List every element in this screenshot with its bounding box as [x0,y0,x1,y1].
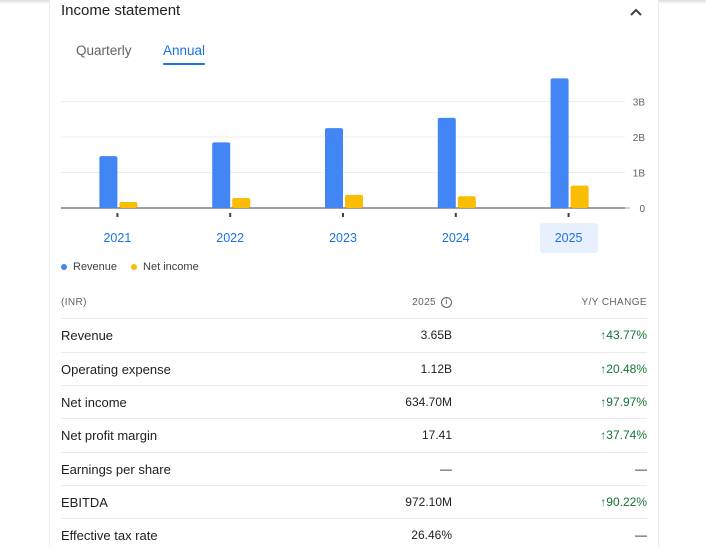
row-change-value: 37.74% [606,428,647,442]
x-label-2023[interactable]: 2023 [329,231,357,245]
row-label: Revenue [61,328,114,343]
row-change-value: — [635,462,647,476]
income-bar-chart: 0 1B 2B 3B [61,78,646,217]
bar-revenue [212,142,231,208]
row-change-value: 97.97% [606,395,647,409]
legend-item-revenue: Revenue [61,261,117,273]
row-change-value: 43.77% [606,328,647,342]
table-header-currency: (INR) [61,297,87,308]
row-change: ↑97.97% [600,395,647,409]
y-tick-label: 1B [633,169,646,180]
table-header-year: 2025 i [380,297,452,308]
legend-label-net-income: Net income [143,261,199,273]
collapse-button[interactable] [626,4,646,20]
x-label-2025[interactable]: 2025 [539,223,598,253]
table-row: Effective tax rate 26.46% — [61,518,647,547]
x-label-2024[interactable]: 2024 [441,231,470,245]
bar-net-income [570,185,589,208]
row-label: Effective tax rate [61,528,158,543]
table-header-year-label: 2025 [412,297,436,308]
row-change: ↑37.74% [600,428,647,442]
row-change: ↑20.48% [600,362,647,376]
arrow-up-icon: ↑ [600,362,607,376]
row-label: Operating expense [61,362,171,377]
arrow-up-icon: ↑ [600,428,607,442]
row-change-value: 20.48% [606,362,647,376]
net-income-dot-icon [131,264,138,270]
arrow-up-icon: ↑ [600,328,607,342]
section-title: Income statement [61,2,181,19]
bar-revenue [99,156,118,208]
row-change: ↑90.22% [600,495,647,509]
table-row: Net income 634.70M ↑97.97% [61,385,647,418]
row-change-value: — [635,528,647,542]
table-row: Revenue 3.65B ↑43.77% [61,318,647,351]
legend-label-revenue: Revenue [73,261,118,273]
bar-revenue [550,78,569,208]
row-value: 3.65B [420,328,452,342]
row-label: EBITDA [61,495,108,510]
revenue-dot-icon [61,264,67,270]
table-row: Earnings per share — — [61,452,647,485]
row-value: 17.41 [421,428,452,442]
y-tick-label: 2B [633,133,646,144]
y-tick-label: 3B [633,98,646,109]
row-label: Earnings per share [61,462,171,477]
bar-revenue [437,117,456,208]
row-value: — [440,462,452,476]
row-value: 634.70M [405,395,452,409]
bar-net-income [232,198,251,208]
arrow-up-icon: ↑ [600,395,607,409]
row-value: 1.12B [420,362,452,376]
row-change: — [635,528,647,542]
row-value: 972.10M [405,495,452,509]
table-row: Operating expense 1.12B ↑20.48% [61,352,647,385]
row-change: — [635,462,647,476]
table-row: EBITDA 972.10M ↑90.22% [61,485,647,518]
row-change-value: 90.22% [606,495,647,509]
x-label-2021[interactable]: 2021 [103,231,132,245]
tab-annual[interactable]: Annual [163,43,206,58]
active-tab-indicator [163,63,205,65]
bar-net-income [457,196,476,208]
table-header-change: Y/Y CHANGE [581,297,647,308]
x-label-2022[interactable]: 2022 [216,231,245,245]
row-change: ↑43.77% [600,328,647,342]
table-row: Net profit margin 17.41 ↑37.74% [61,418,647,451]
info-icon[interactable]: i [441,297,452,308]
arrow-up-icon: ↑ [600,495,607,509]
row-label: Net income [61,395,127,410]
bar-revenue [325,128,343,208]
bar-net-income [119,201,138,208]
y-tick-label: 0 [639,204,645,215]
tab-quarterly[interactable]: Quarterly [76,43,132,58]
bar-net-income [345,194,363,208]
row-label: Net profit margin [61,428,158,443]
chart-legend: Revenue Net income [61,261,213,273]
row-value: 26.46% [411,528,452,542]
legend-item-net-income: Net income [131,261,199,273]
chevron-up-icon [630,8,642,16]
